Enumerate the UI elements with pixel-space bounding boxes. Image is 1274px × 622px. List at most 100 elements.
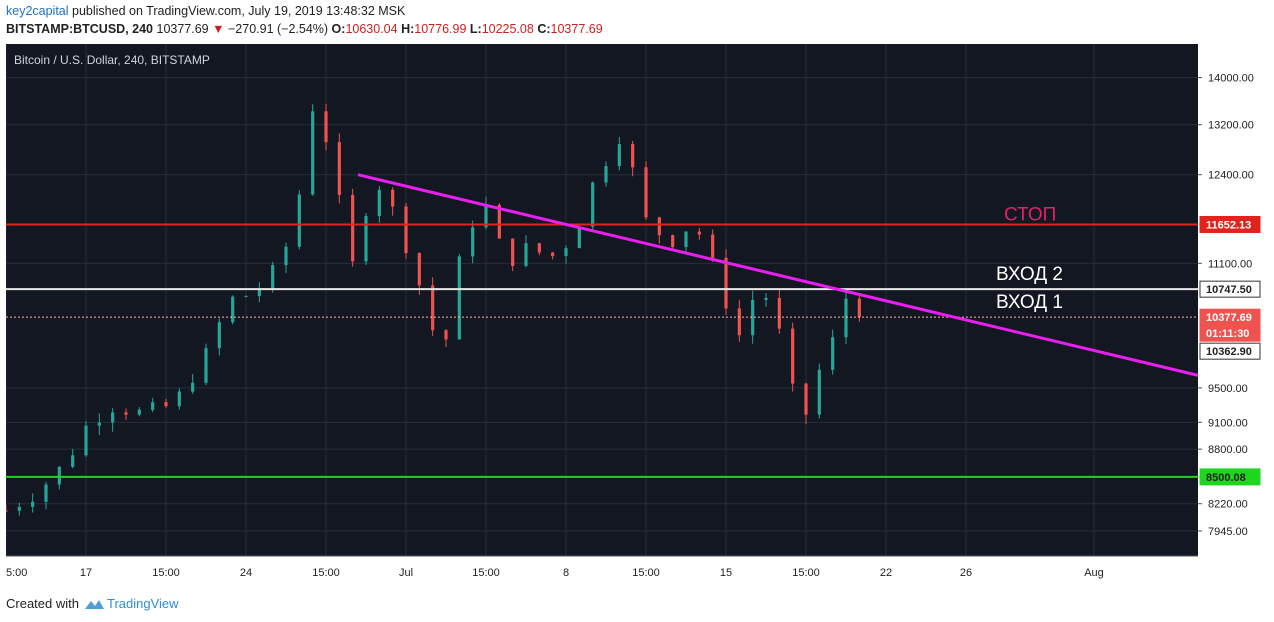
tradingview-cloud-icon <box>84 599 104 609</box>
candle-body <box>151 402 155 410</box>
candle <box>217 318 221 356</box>
support-price-tag: 8500.08 <box>1199 468 1261 486</box>
candle <box>604 161 608 187</box>
y-tick-label: 12400.00 <box>1208 170 1254 182</box>
plot-background <box>6 44 1198 556</box>
candle <box>244 295 248 298</box>
level-entry-1: ВХОД 1 <box>6 292 1198 318</box>
candle <box>257 282 261 303</box>
candle-body <box>777 297 781 329</box>
candle-body <box>791 328 795 384</box>
candle <box>537 242 541 256</box>
symbol-info: BITSTAMP:BTCUSD, 240 10377.69 ▼ −270.91 … <box>6 22 603 36</box>
candle <box>671 234 675 249</box>
candle-body <box>111 412 115 423</box>
x-tick-label: 15:00 <box>632 567 660 579</box>
candle <box>724 249 728 315</box>
x-tick-label: 8 <box>563 567 569 579</box>
candle <box>817 363 821 419</box>
x-tick-label: Aug <box>1084 567 1104 579</box>
candle <box>684 231 688 253</box>
candle <box>831 329 835 375</box>
candle <box>44 481 48 510</box>
candle-body <box>191 382 195 392</box>
candle <box>297 190 301 250</box>
candle <box>791 322 795 392</box>
candle-body <box>644 167 648 218</box>
candle-body <box>417 253 421 286</box>
candle <box>204 343 208 386</box>
candle-body <box>537 243 541 253</box>
candle-body <box>97 422 101 426</box>
candle-body <box>311 111 315 195</box>
candle-body <box>31 501 35 507</box>
candle <box>431 277 435 336</box>
candle-body <box>177 391 181 407</box>
candle-body <box>364 216 368 262</box>
candle-body <box>297 194 301 247</box>
candle <box>6 505 8 512</box>
candle <box>311 104 315 196</box>
price-tag-label: 10362.90 <box>1206 346 1252 358</box>
candle <box>777 289 781 334</box>
created-with-label: Created with <box>6 596 79 611</box>
candle-body <box>631 144 635 168</box>
candle-body <box>377 189 381 217</box>
y-tick-label: 9500.00 <box>1208 383 1248 395</box>
candle-body <box>844 298 848 338</box>
candle-body <box>244 296 248 298</box>
candle <box>697 227 701 240</box>
candle <box>364 212 368 265</box>
x-tick-label: 15 <box>720 567 732 579</box>
price-tag-label: 10377.69 <box>1206 312 1252 324</box>
price-tag-box <box>1199 215 1261 233</box>
candle-body <box>857 298 861 318</box>
open-label: O: <box>331 22 346 36</box>
candle-body <box>724 257 728 309</box>
candle-body <box>431 285 435 331</box>
candle-body <box>804 383 808 415</box>
candle <box>111 408 115 432</box>
candle-body <box>351 194 355 262</box>
price-tag-box <box>1199 280 1261 298</box>
x-tick-label: 22 <box>880 567 892 579</box>
candle <box>551 251 555 260</box>
candle-body <box>711 234 715 258</box>
price-chart[interactable]: Bitcoin / U.S. Dollar, 240, BITSTAMP СТОП… <box>6 44 1268 586</box>
candle <box>804 382 808 425</box>
last-price-tag: 10377.69 <box>1199 308 1261 326</box>
x-tick-label: 26 <box>960 567 972 579</box>
candle-body <box>324 111 328 143</box>
x-tick-label: 5:00 <box>6 567 27 579</box>
candle <box>177 388 181 410</box>
candle <box>124 408 128 421</box>
author-link[interactable]: key2capital <box>6 4 69 18</box>
candle-body <box>257 288 261 297</box>
symbol-label: BITSTAMP:BTCUSD, 240 <box>6 22 154 36</box>
chart-title: Bitcoin / U.S. Dollar, 240, BITSTAMP <box>14 53 210 67</box>
x-tick-label: 15:00 <box>152 567 180 579</box>
x-tick-label: 24 <box>240 567 252 579</box>
tradingview-link[interactable]: TradingView <box>106 596 179 611</box>
x-tick-label: 15:00 <box>472 567 500 579</box>
candle-body <box>737 308 741 336</box>
low-value: 10225.08 <box>481 22 534 36</box>
candle <box>737 299 741 342</box>
candle <box>351 188 355 267</box>
price-change: −270.91 (−2.54%) <box>227 22 329 36</box>
candle-body <box>57 466 61 485</box>
entry-2-price-tag: 10747.50 <box>1199 280 1261 298</box>
candle <box>271 261 275 293</box>
candle <box>137 407 141 417</box>
candle-body <box>751 299 755 336</box>
candle-body <box>591 182 595 227</box>
candle-body <box>764 297 768 300</box>
publish-info: key2capital published on TradingView.com… <box>6 4 405 18</box>
close-value: 10377.69 <box>550 22 603 36</box>
candle <box>417 252 421 296</box>
open-value: 10630.04 <box>345 22 398 36</box>
candle-body <box>497 204 501 239</box>
candle-body <box>697 231 701 235</box>
grid <box>6 44 1198 556</box>
price-tag-label: 01:11:30 <box>1206 328 1249 340</box>
